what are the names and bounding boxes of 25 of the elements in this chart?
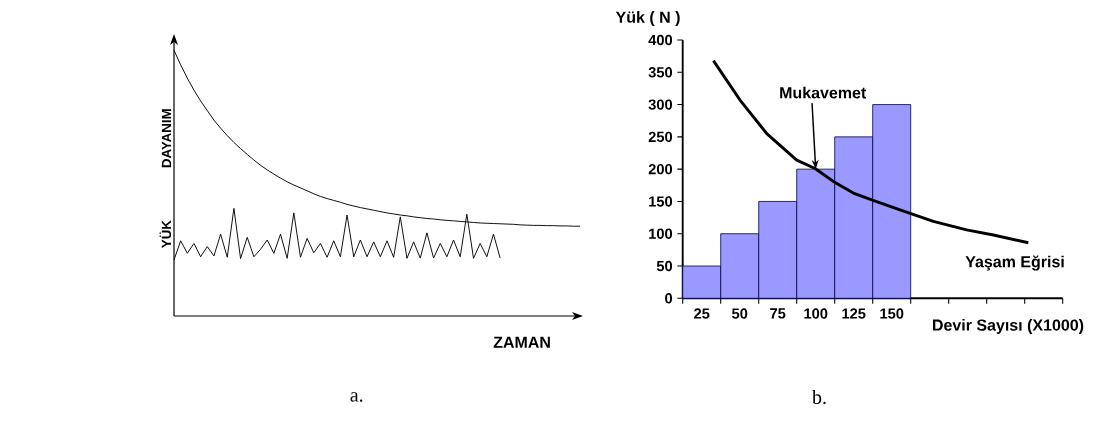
x-axis-title: ZAMAN: [493, 336, 550, 348]
y-tick-label: 200: [648, 163, 673, 175]
y-tick-label: 250: [648, 131, 673, 143]
y-axis-title: Yük ( N ): [615, 11, 680, 26]
series-label: Yaşam Eğrisi: [965, 255, 1064, 271]
y-tick-label: 150: [649, 196, 673, 207]
y-tick-label: 350: [648, 67, 673, 78]
y-tick-label: 300: [648, 99, 673, 110]
text: a.: [350, 392, 363, 402]
x-tick-label: 150: [880, 308, 904, 319]
text: DAYANIM: [161, 109, 172, 168]
y-tick-label: 400: [648, 34, 673, 46]
line-series: [711, 59, 1030, 245]
text: YÜK: [159, 220, 172, 248]
y-tick-label: 100: [649, 228, 673, 239]
x-tick-label: 25: [694, 308, 710, 319]
annotation: Mukavemet: [780, 86, 867, 99]
x-tick-label: 125: [842, 308, 866, 319]
x-tick-label: 100: [804, 308, 828, 319]
y-tick-label: 50: [656, 260, 673, 272]
x-tick-label: 50: [732, 308, 748, 319]
text: b.: [811, 389, 826, 405]
x-axis-title: Devir Sayısı (X1000): [933, 319, 1084, 334]
x-tick-label: 75: [770, 308, 786, 319]
y-tick-label: 0: [665, 293, 673, 304]
